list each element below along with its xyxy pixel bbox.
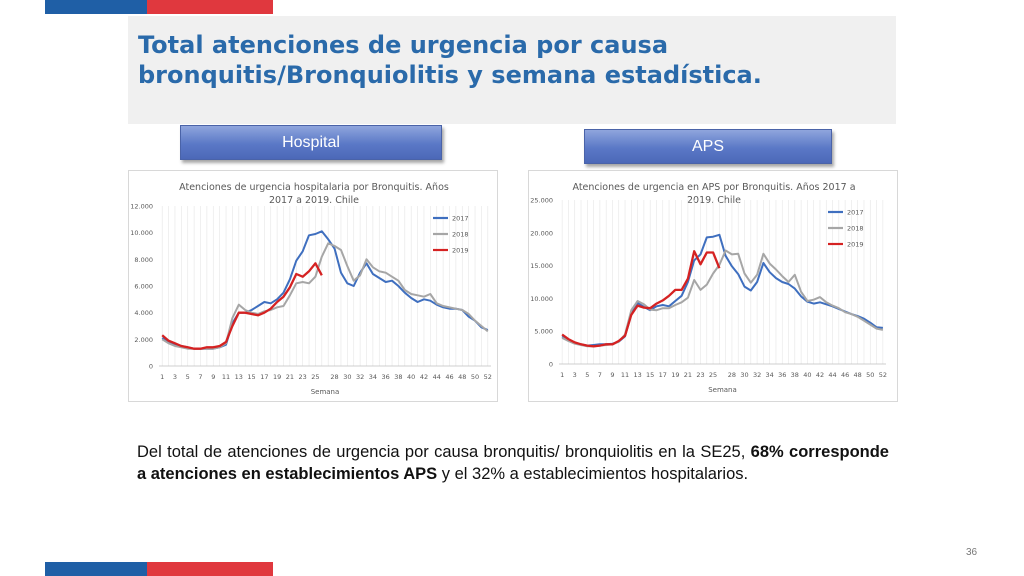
x-tick-label: 21 xyxy=(684,371,692,379)
chart-title-line: Atenciones de urgencia hospitalaria por … xyxy=(179,182,449,193)
x-tick-label: 25 xyxy=(709,371,717,379)
x-tick-label: 32 xyxy=(356,373,364,381)
x-tick-label: 38 xyxy=(791,371,799,379)
slide-title: Total atenciones de urgencia por causa b… xyxy=(138,31,762,89)
x-tick-label: 48 xyxy=(458,373,466,381)
x-tick-label: 40 xyxy=(407,373,415,381)
x-tick-label: 7 xyxy=(198,373,202,381)
x-tick-label: 42 xyxy=(816,371,824,379)
x-tick-label: 46 xyxy=(841,371,849,379)
x-tick-label: 40 xyxy=(803,371,811,379)
top-accent-red-bar xyxy=(147,0,273,14)
y-tick-label: 15.000 xyxy=(530,262,553,270)
x-tick-label: 23 xyxy=(299,373,307,381)
y-tick-label: 0 xyxy=(149,363,153,371)
x-tick-label: 44 xyxy=(828,371,836,379)
y-tick-label: 5.000 xyxy=(534,328,553,336)
legend-label: 2017 xyxy=(452,215,469,223)
x-tick-label: 44 xyxy=(433,373,441,381)
x-tick-label: 17 xyxy=(659,371,667,379)
x-tick-label: 46 xyxy=(445,373,453,381)
y-tick-label: 0 xyxy=(549,361,553,369)
hospital-label: Hospital xyxy=(180,125,442,160)
legend-label: 2019 xyxy=(847,241,864,249)
x-tick-label: 11 xyxy=(621,371,629,379)
title-banner: Total atenciones de urgencia por causa b… xyxy=(128,16,896,124)
x-tick-label: 30 xyxy=(343,373,351,381)
x-tick-label: 21 xyxy=(286,373,294,381)
y-tick-label: 20.000 xyxy=(530,229,553,237)
chart-title-line: Atenciones de urgencia en APS por Bronqu… xyxy=(572,182,855,193)
x-tick-label: 23 xyxy=(696,371,704,379)
summary-text-start: Del total de atenciones de urgencia por … xyxy=(137,443,751,461)
x-tick-label: 30 xyxy=(740,371,748,379)
x-tick-label: 5 xyxy=(585,371,589,379)
x-tick-label: 11 xyxy=(222,373,230,381)
x-tick-label: 13 xyxy=(633,371,641,379)
legend-label: 2018 xyxy=(452,231,469,239)
x-tick-label: 36 xyxy=(382,373,390,381)
x-tick-label: 13 xyxy=(235,373,243,381)
legend-label: 2018 xyxy=(847,225,864,233)
y-tick-label: 4.000 xyxy=(134,309,153,317)
y-tick-label: 10.000 xyxy=(130,229,153,237)
x-tick-label: 1 xyxy=(160,373,164,381)
x-tick-label: 19 xyxy=(273,373,281,381)
x-axis-label: Semana xyxy=(708,386,737,394)
y-tick-label: 10.000 xyxy=(530,295,553,303)
chart-title-line: 2017 a 2019. Chile xyxy=(269,195,359,206)
x-tick-label: 25 xyxy=(311,373,319,381)
series-line-2019 xyxy=(161,262,323,350)
x-tick-label: 36 xyxy=(778,371,786,379)
x-tick-label: 28 xyxy=(728,371,736,379)
x-tick-label: 34 xyxy=(369,373,377,381)
aps-label: APS xyxy=(584,129,832,164)
legend-label: 2019 xyxy=(452,247,469,255)
series-line-2018 xyxy=(161,242,489,350)
x-tick-label: 3 xyxy=(173,373,177,381)
x-tick-label: 7 xyxy=(598,371,602,379)
x-tick-label: 48 xyxy=(854,371,862,379)
summary-text-end: y el 32% a establecimientos hospitalario… xyxy=(437,465,749,483)
y-tick-label: 12.000 xyxy=(130,203,153,211)
x-tick-label: 9 xyxy=(211,373,215,381)
x-tick-label: 34 xyxy=(766,371,774,379)
y-tick-label: 8.000 xyxy=(134,256,153,264)
x-tick-label: 38 xyxy=(394,373,402,381)
series-line-2018 xyxy=(561,249,884,348)
chart-title-line: 2019. Chile xyxy=(687,195,741,206)
hospital-chart: Atenciones de urgencia hospitalaria por … xyxy=(128,170,498,402)
series-line-2019 xyxy=(561,250,721,348)
x-tick-label: 3 xyxy=(573,371,577,379)
aps-chart: Atenciones de urgencia en APS por Bronqu… xyxy=(528,170,898,402)
x-tick-label: 5 xyxy=(186,373,190,381)
x-tick-label: 17 xyxy=(260,373,268,381)
x-tick-label: 52 xyxy=(484,373,492,381)
y-tick-label: 6.000 xyxy=(134,283,153,291)
hospital-chart-svg: Atenciones de urgencia hospitalaria por … xyxy=(130,182,492,396)
y-tick-label: 2.000 xyxy=(134,336,153,344)
series-line-2017 xyxy=(561,233,883,347)
bottom-accent-blue-bar xyxy=(45,562,147,576)
x-axis-label: Semana xyxy=(311,388,340,396)
x-tick-label: 52 xyxy=(879,371,887,379)
x-tick-label: 15 xyxy=(247,373,255,381)
legend-label: 2017 xyxy=(847,209,864,217)
x-tick-label: 50 xyxy=(866,371,874,379)
x-tick-label: 32 xyxy=(753,371,761,379)
bottom-accent-red-bar xyxy=(147,562,273,576)
x-tick-label: 19 xyxy=(671,371,679,379)
summary-bold-text: 68% corresponde a atenciones en establec… xyxy=(137,443,889,483)
x-tick-label: 1 xyxy=(560,371,564,379)
summary-paragraph: Del total de atenciones de urgencia por … xyxy=(137,441,889,485)
aps-chart-svg: Atenciones de urgencia en APS por Bronqu… xyxy=(530,182,887,394)
x-tick-label: 15 xyxy=(646,371,654,379)
page-number: 36 xyxy=(966,547,978,558)
top-accent-blue-bar xyxy=(45,0,147,14)
x-tick-label: 50 xyxy=(471,373,479,381)
y-tick-label: 25.000 xyxy=(530,197,553,205)
x-tick-label: 28 xyxy=(330,373,338,381)
x-tick-label: 9 xyxy=(610,371,614,379)
x-tick-label: 42 xyxy=(420,373,428,381)
